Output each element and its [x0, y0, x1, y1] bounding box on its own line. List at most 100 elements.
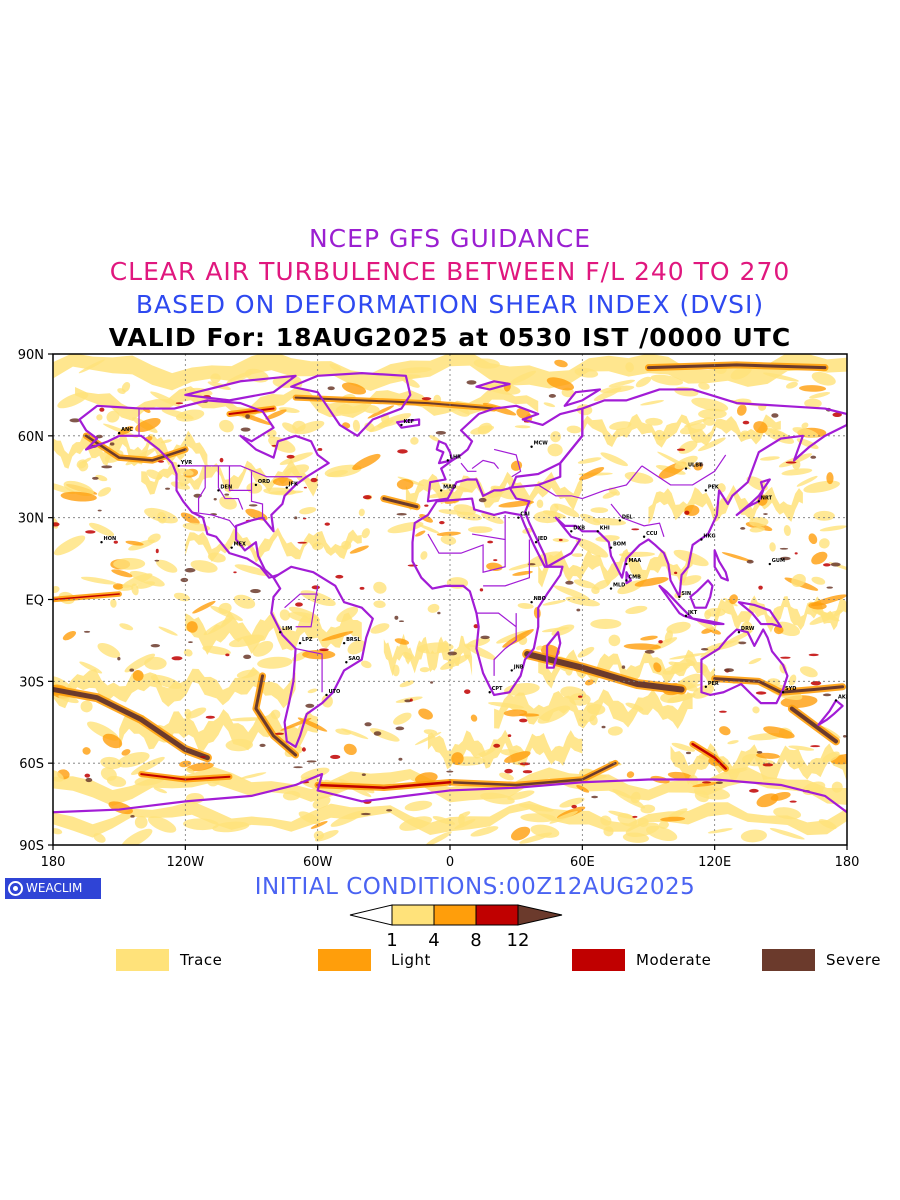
- turbulence-patch: [113, 557, 146, 570]
- turbulence-patch: [600, 815, 612, 826]
- turbulence-patch: [554, 359, 568, 368]
- station-dot: [781, 691, 785, 694]
- station-dot: [278, 631, 282, 634]
- coastline-europe: [426, 404, 584, 503]
- moderate-speck: [810, 455, 817, 459]
- turbulence-patch: [819, 525, 847, 532]
- station-dot: [704, 685, 708, 688]
- legend-label-trace: Trace: [180, 951, 223, 969]
- x-tick-label: 60E: [570, 855, 595, 870]
- turbulence-patch: [553, 585, 590, 600]
- turbulence-patch: [799, 666, 818, 678]
- turbulence-patch: [569, 693, 591, 706]
- coastline-south-america: [270, 565, 374, 748]
- turbulence-patch: [418, 524, 440, 534]
- legend-label-moderate: Moderate: [636, 951, 712, 969]
- turbulence-patch: [542, 510, 567, 519]
- moderate-speck: [571, 804, 577, 809]
- y-tick-label: 60S: [19, 757, 44, 772]
- turbulence-patch: [514, 425, 531, 429]
- turbulence-patch: [769, 542, 776, 552]
- turbulence-patch: [518, 803, 554, 812]
- turbulence-patch: [584, 679, 594, 686]
- coastline-australia: [700, 628, 789, 705]
- station-label: SIN: [681, 591, 691, 597]
- turbulence-patch: [239, 772, 267, 780]
- moderate-speck: [373, 731, 382, 736]
- turbulence-patch: [150, 674, 183, 689]
- turbulence-patch: [579, 467, 605, 481]
- turbulence-patch: [577, 457, 602, 464]
- station-label: HKG: [703, 533, 715, 539]
- turbulence-patch: [653, 662, 662, 673]
- turbulence-patch: [270, 709, 281, 720]
- turbulence-patch: [591, 586, 600, 595]
- turbulence-patch: [125, 540, 144, 546]
- moderate-speck: [810, 745, 821, 748]
- turbulence-patch: [809, 610, 843, 625]
- turbulence-patch: [736, 404, 747, 416]
- moderate-speck: [301, 747, 306, 752]
- station-label: MAD: [443, 484, 456, 490]
- turbulence-patch: [336, 606, 359, 623]
- turbulence-patch: [536, 499, 544, 509]
- turbulence-patch: [58, 694, 79, 704]
- turbulence-patch: [310, 821, 328, 829]
- jet-streak: [294, 396, 496, 410]
- turbulence-patch: [399, 816, 433, 831]
- turbulence-patch: [697, 437, 726, 452]
- turbulence-patch: [268, 436, 296, 453]
- turbulence-patch: [414, 731, 442, 746]
- turbulence-patch: [53, 482, 76, 495]
- moderate-speck: [507, 734, 512, 738]
- y-tick-label: 90S: [19, 839, 44, 854]
- coastlines: [53, 371, 847, 814]
- moderate-speck: [644, 649, 655, 654]
- turbulence-patch: [373, 600, 386, 608]
- colorbar: 1 4 8 12: [349, 904, 563, 951]
- turbulence-patch: [361, 528, 370, 539]
- turbulence-patch: [95, 474, 108, 482]
- turbulence-patch: [464, 643, 497, 660]
- turbulence-patch: [427, 603, 440, 613]
- turbulence-patch: [679, 423, 706, 435]
- country-border: [610, 503, 665, 537]
- station-dot: [100, 541, 103, 544]
- turbulence-patch: [429, 435, 440, 442]
- station-dot: [285, 486, 288, 489]
- moderate-speck: [305, 703, 315, 708]
- moderate-speck: [53, 522, 60, 527]
- turbulence-patch: [788, 674, 797, 686]
- turbulence-patch: [451, 752, 464, 766]
- moderate-speck: [224, 493, 230, 496]
- turbulence-patch: [93, 833, 106, 843]
- turbulence-patch: [519, 832, 553, 844]
- moderate-speck: [311, 585, 320, 590]
- station-label: JFK: [288, 482, 299, 488]
- turbulence-patch: [117, 426, 134, 436]
- turbulence-patch: [144, 656, 167, 670]
- moderate-speck: [832, 412, 842, 418]
- moderate-speck: [386, 809, 393, 812]
- turbulence-patch: [810, 594, 847, 607]
- turbulence-patch: [161, 409, 194, 420]
- turbulence-patch: [721, 552, 752, 562]
- title-line-1: NCEP GFS GUIDANCE: [308, 224, 591, 253]
- turbulence-patch: [589, 715, 598, 726]
- moderate-speck: [154, 559, 160, 562]
- station-dot: [700, 538, 703, 541]
- coastline-indonesia: [658, 584, 725, 626]
- turbulence-patch: [608, 810, 635, 820]
- turbulence-patch: [225, 738, 253, 752]
- moderate-speck: [362, 495, 372, 500]
- moderate-speck: [409, 698, 413, 702]
- trace-band: [582, 413, 781, 448]
- turbulence-patch: [106, 410, 120, 423]
- station-dot: [517, 516, 520, 519]
- turbulence-patch: [454, 818, 476, 830]
- turbulence-patch: [299, 506, 317, 515]
- moderate-speck: [310, 477, 318, 483]
- turbulence-patch: [190, 560, 218, 573]
- turbulence-patch: [136, 581, 155, 589]
